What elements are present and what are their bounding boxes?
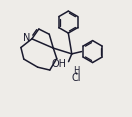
Text: N: N [23, 33, 31, 43]
Text: Cl: Cl [71, 73, 81, 83]
Text: H: H [73, 66, 79, 75]
Text: OH: OH [51, 59, 66, 69]
